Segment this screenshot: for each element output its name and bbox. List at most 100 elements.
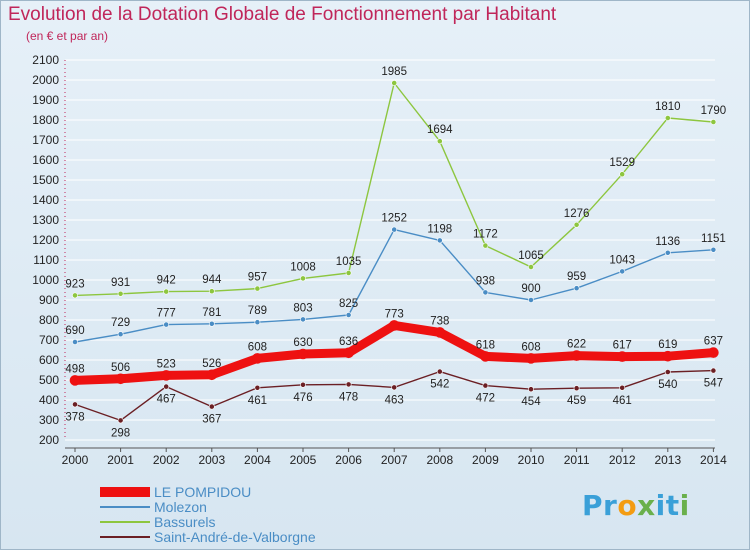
data-label: 1136 — [655, 236, 680, 248]
data-point — [208, 403, 215, 410]
data-point — [664, 369, 671, 375]
data-point — [208, 320, 215, 327]
data-label: 944 — [202, 274, 222, 286]
data-point — [619, 171, 626, 178]
y-tick-label: 1500 — [32, 173, 59, 187]
data-label: 298 — [111, 427, 130, 439]
data-point — [163, 288, 170, 295]
legend-item: Saint-André-de-Valborgne — [100, 528, 316, 545]
data-point — [69, 375, 81, 386]
logo-letter: o — [617, 489, 638, 522]
legend-swatch — [100, 520, 150, 523]
data-point — [573, 221, 580, 228]
y-tick-label: 400 — [39, 393, 59, 407]
data-point — [254, 384, 261, 391]
data-point — [436, 368, 443, 375]
y-tick-label: 1400 — [32, 193, 59, 207]
data-label: 454 — [521, 396, 541, 408]
data-label: 630 — [293, 337, 312, 349]
chart-legend: LE POMPIDOU Molezon Bassurels Saint-André-d… — [100, 484, 316, 545]
data-label: 825 — [339, 298, 358, 310]
data-label: 942 — [157, 275, 176, 287]
y-tick-label: 1200 — [32, 233, 59, 247]
data-point — [573, 385, 580, 392]
data-point — [300, 381, 306, 388]
legend-swatch — [100, 535, 150, 538]
data-label: 803 — [293, 302, 312, 314]
data-label: 461 — [248, 395, 267, 407]
data-label: 923 — [65, 278, 84, 290]
legend-label: Bassurels — [154, 513, 216, 530]
data-point — [664, 115, 671, 121]
data-label: 637 — [704, 336, 723, 348]
data-point — [343, 347, 354, 359]
y-tick-label: 300 — [39, 413, 59, 427]
data-point — [345, 381, 352, 388]
data-point — [163, 383, 170, 390]
data-label: 476 — [293, 392, 312, 404]
legend-label: Saint-André-de-Valborgne — [154, 528, 316, 545]
y-tick-label: 1800 — [32, 113, 59, 127]
chart-title: Evolution de la Dotation Globale de Fonc… — [8, 4, 557, 25]
data-label: 619 — [658, 339, 677, 351]
data-label: 781 — [202, 307, 221, 319]
data-point — [72, 401, 78, 408]
data-label: 1008 — [290, 261, 316, 273]
data-label: 463 — [385, 394, 404, 406]
data-point — [525, 353, 537, 364]
data-label: 498 — [65, 363, 84, 375]
data-label: 777 — [157, 308, 176, 320]
data-point — [117, 331, 124, 338]
data-label: 506 — [111, 362, 130, 374]
data-point — [573, 285, 580, 292]
y-tick-label: 1700 — [32, 133, 59, 147]
x-tick-label: 2011 — [564, 453, 590, 467]
y-tick-label: 2000 — [32, 73, 59, 87]
x-tick-label: 2002 — [153, 453, 180, 467]
data-label: 1198 — [427, 223, 452, 235]
data-point — [254, 319, 261, 326]
logo-letter: P — [582, 489, 604, 522]
y-tick-label: 1900 — [32, 93, 59, 107]
data-point — [619, 268, 626, 275]
data-label: 931 — [111, 277, 130, 289]
data-point — [436, 138, 443, 145]
legend-swatch — [100, 505, 150, 508]
data-point — [571, 350, 582, 361]
data-point — [436, 237, 443, 244]
data-label: 618 — [476, 339, 495, 351]
y-tick-label: 1300 — [32, 213, 59, 227]
x-tick-label: 2007 — [381, 453, 408, 467]
data-label: 1276 — [564, 208, 590, 220]
data-label: 690 — [65, 325, 84, 337]
legend-swatch — [100, 486, 150, 497]
data-label: 478 — [339, 391, 358, 403]
data-label: 608 — [521, 341, 540, 353]
data-label: 547 — [704, 378, 723, 390]
data-point — [388, 320, 400, 331]
data-label: 467 — [157, 394, 176, 406]
data-point — [72, 339, 78, 345]
data-point — [254, 285, 261, 292]
data-point — [391, 384, 398, 391]
x-tick-label: 2009 — [472, 453, 499, 467]
y-tick-label: 1600 — [32, 153, 59, 167]
data-label: 1043 — [609, 254, 635, 266]
data-label: 738 — [430, 315, 449, 327]
logo-letter: i — [679, 489, 690, 522]
data-point — [206, 369, 218, 381]
data-point — [482, 382, 489, 389]
data-point — [72, 292, 78, 299]
data-label: 1694 — [427, 124, 453, 136]
data-label: 789 — [248, 305, 267, 317]
data-point — [115, 373, 126, 385]
data-label: 608 — [248, 341, 267, 353]
data-point — [528, 386, 534, 393]
legend-item: Molezon — [100, 499, 316, 515]
data-point — [710, 119, 717, 125]
data-point — [163, 321, 170, 328]
data-point — [345, 270, 352, 276]
data-point — [300, 275, 306, 282]
